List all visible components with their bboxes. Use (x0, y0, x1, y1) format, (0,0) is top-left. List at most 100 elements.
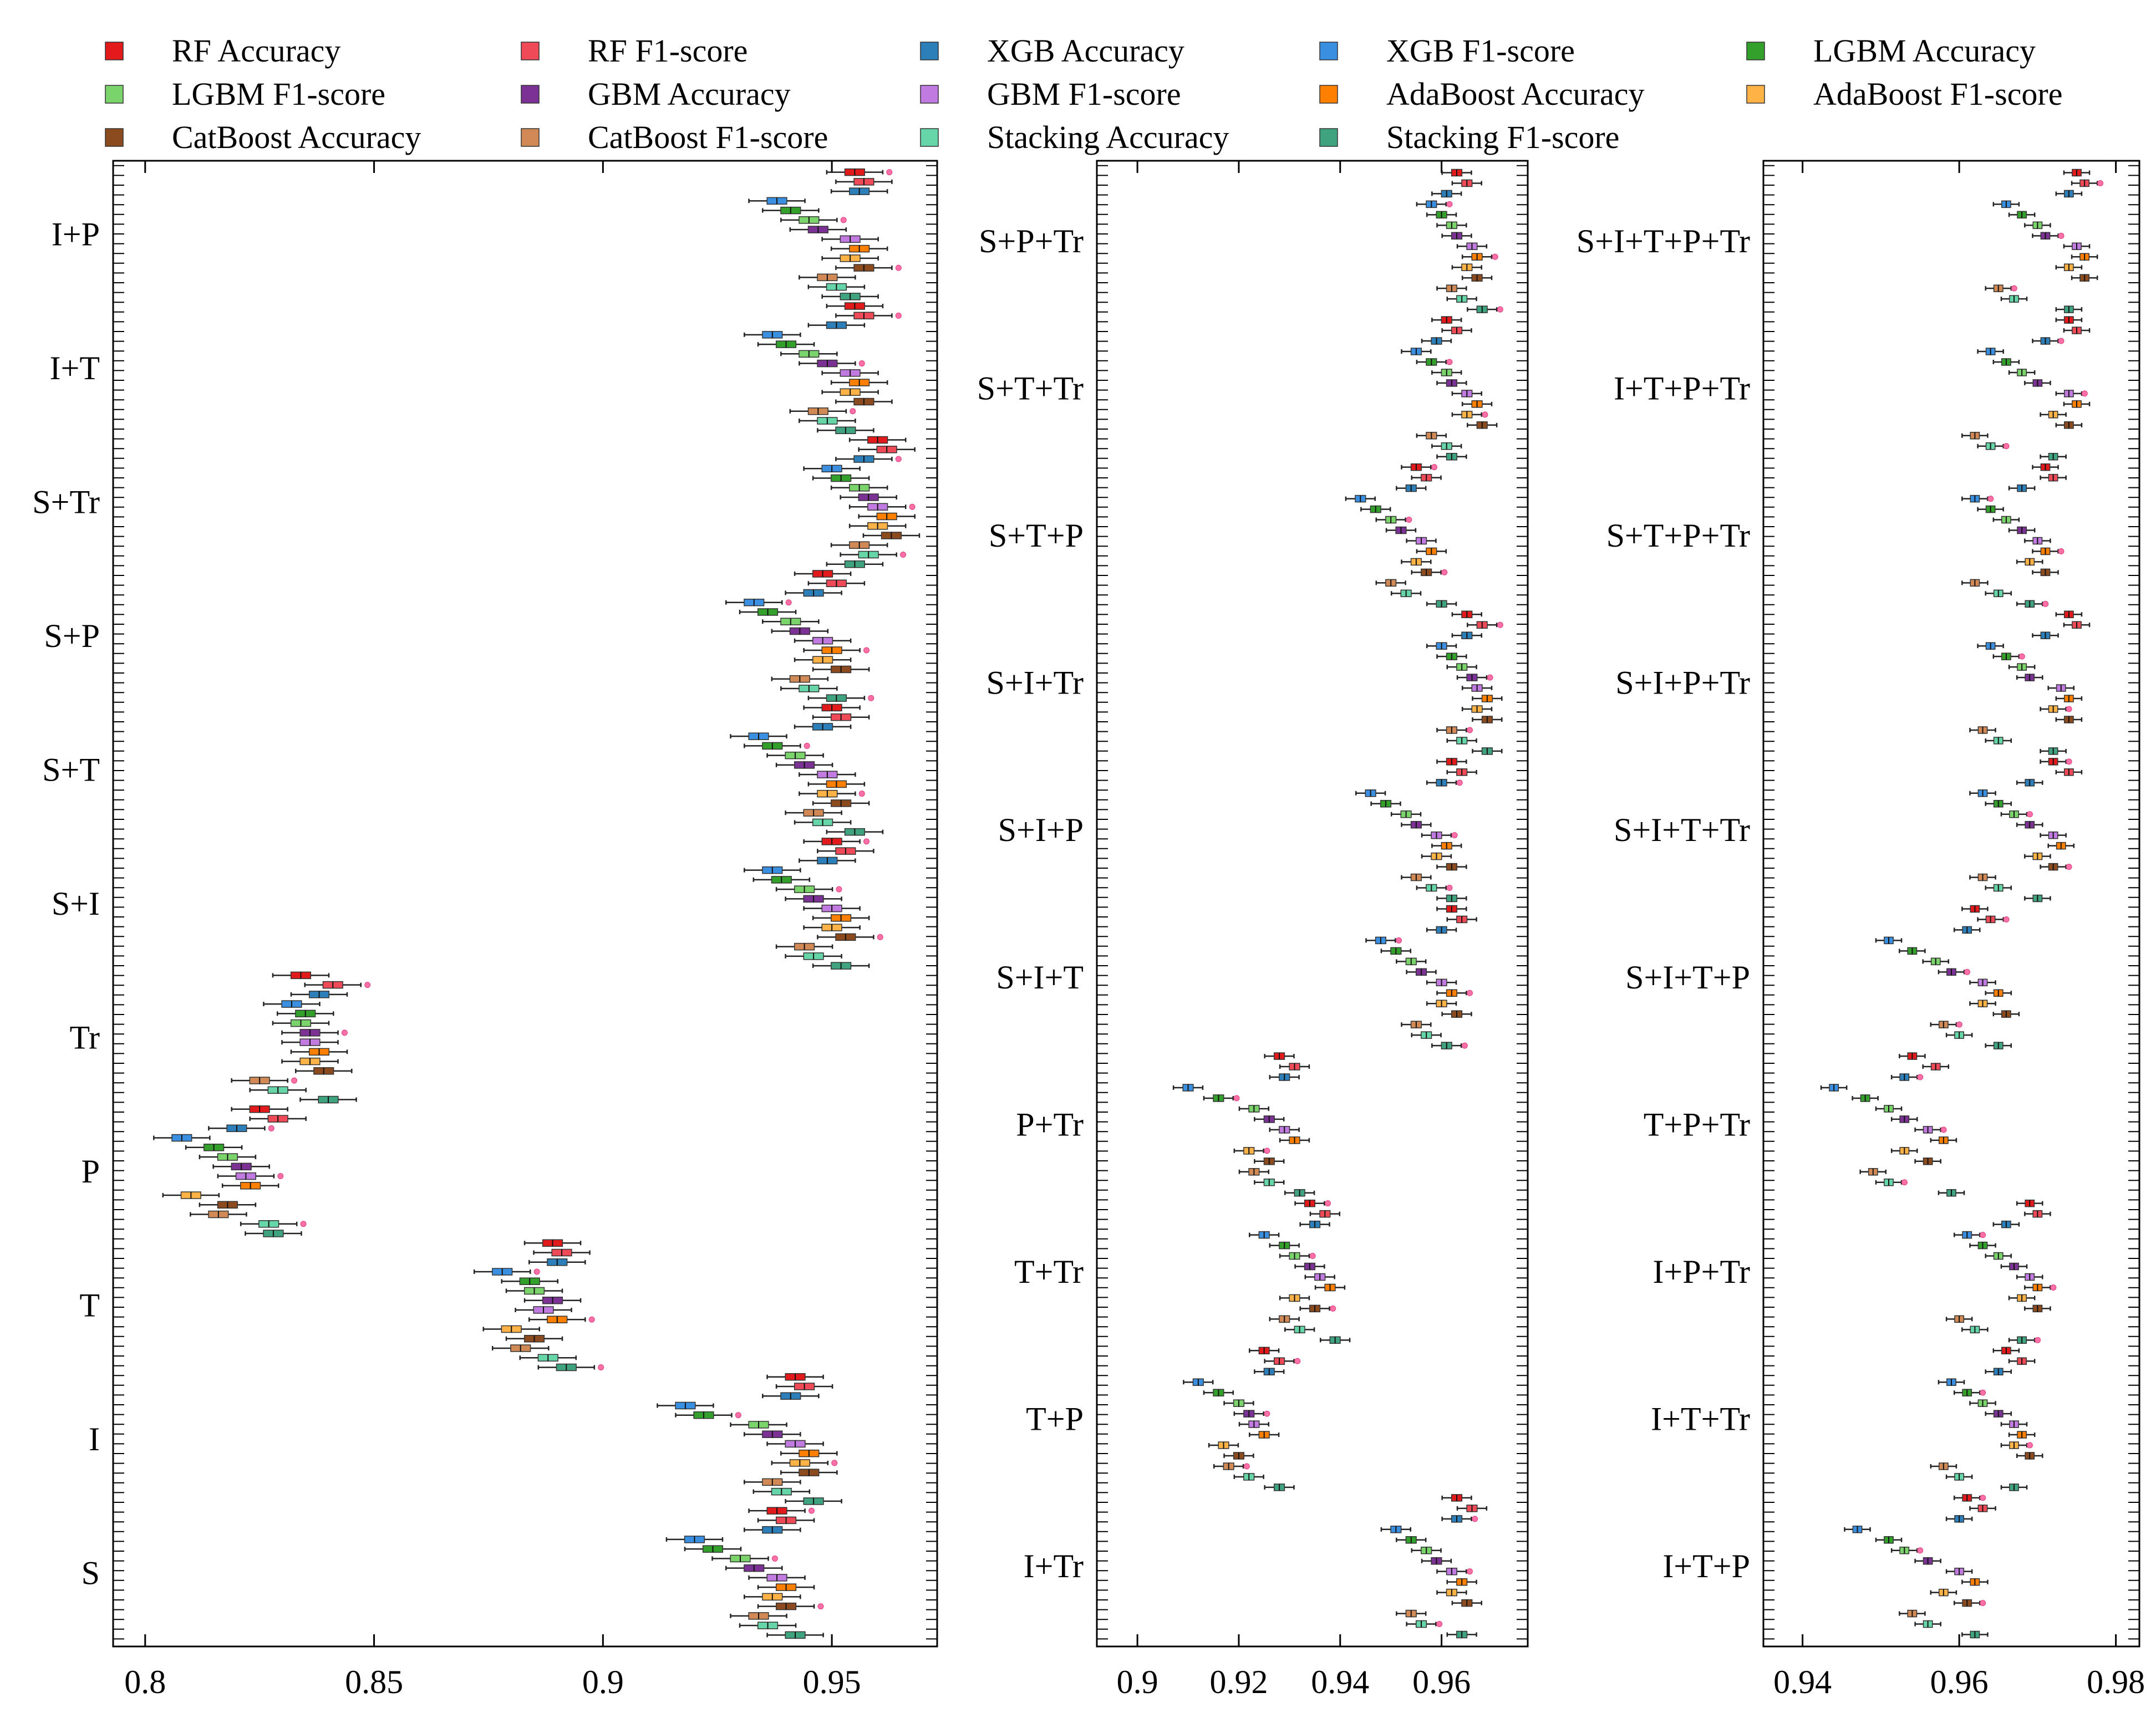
legend: RF Accuracy RF F1-score XGB Accuracy XGB F1… (105, 33, 2062, 155)
legend-label: GBM Accuracy (588, 76, 791, 112)
box-rf-accuracy (803, 838, 870, 845)
outlier-point (1406, 517, 1412, 523)
outlier-point (2018, 653, 2025, 660)
legend-item: Stacking Accuracy (920, 119, 1229, 155)
box-adaboost-accuracy (2024, 1283, 2057, 1292)
box-stacking-f1-score (785, 1497, 842, 1505)
box-catboost-accuracy (2024, 1304, 2051, 1313)
box-lgbm-f1-score (1223, 1399, 1254, 1407)
outlier-point (277, 1173, 284, 1180)
box-catboost-accuracy (1451, 1599, 1482, 1607)
box-lgbm-f1-score (1875, 1105, 1903, 1113)
outlier-point (808, 1507, 815, 1514)
box-adaboost-accuracy (1416, 547, 1447, 555)
box-catboost-accuracy (2055, 421, 2083, 429)
box-stacking-f1-score (1264, 1483, 1295, 1491)
box-stacking-accuracy (1233, 1473, 1264, 1481)
box-gbm-f1-score (794, 636, 852, 645)
box-gbm-accuracy (2016, 674, 2043, 681)
box-gbm-f1-score (848, 503, 916, 511)
box-catboost-f1-score (1930, 1462, 1957, 1470)
box-adaboost-accuracy (2008, 1431, 2036, 1439)
box-catboost-accuracy (294, 1067, 353, 1075)
box-lgbm-accuracy (1416, 358, 1453, 366)
box-gbm-f1-score (2016, 1273, 2043, 1281)
outlier-point (2035, 1337, 2041, 1343)
box-rf-accuracy (794, 570, 852, 578)
group-label: S+I+Tr (986, 665, 1084, 701)
box-gbm-f1-score (821, 235, 879, 243)
box-xgb-f1-score (1401, 348, 1432, 355)
box-lgbm-accuracy (757, 340, 815, 348)
box-stacking-f1-score (1472, 747, 1503, 755)
outlier-point (341, 1029, 348, 1036)
box-gbm-accuracy (2000, 1262, 2028, 1271)
x-tick-label: 0.9 (582, 1664, 624, 1700)
box-rf-f1-score (757, 1516, 815, 1525)
box-stacking-f1-score (766, 1631, 824, 1639)
box-lgbm-accuracy (675, 1411, 741, 1419)
outlier-point (909, 503, 916, 510)
box-group: S+I+Tr (986, 610, 1503, 755)
box-xgb-accuracy (1451, 631, 1482, 639)
box-stacking-accuracy (1254, 1178, 1285, 1186)
box-stacking-accuracy (799, 417, 856, 425)
legend-swatch (920, 128, 939, 147)
box-gbm-accuracy (1985, 1410, 2012, 1418)
box-xgb-f1-score (744, 331, 801, 339)
group-label: P (82, 1153, 100, 1190)
box-adaboost-accuracy (1248, 1431, 1280, 1439)
box-catboost-accuracy (757, 1602, 824, 1610)
group-label: S+I (52, 885, 100, 922)
box-stacking-accuracy (807, 283, 866, 291)
box-adaboost-f1-score (2008, 1294, 2036, 1302)
box-gbm-f1-score (821, 369, 879, 377)
outlier-point (2026, 1442, 2033, 1449)
box-catboost-f1-score (1396, 1609, 1427, 1618)
box-adaboost-accuracy (1279, 1136, 1310, 1144)
legend-label: LGBM F1-score (172, 76, 385, 112)
box-adaboost-accuracy (807, 780, 866, 788)
box-gbm-f1-score (1456, 242, 1488, 251)
box-stacking-f1-score (1961, 1630, 1989, 1639)
box-lgbm-f1-score (1446, 663, 1477, 671)
group-label: I+T (50, 350, 100, 386)
box-adaboost-f1-score (482, 1325, 541, 1333)
box-catboost-accuracy (1223, 1452, 1254, 1460)
box-catboost-accuracy (1472, 716, 1503, 723)
box-gbm-accuracy (2024, 379, 2051, 387)
box-adaboost-accuracy (1461, 400, 1493, 408)
outlier-point (2050, 1284, 2057, 1291)
legend-item: GBM F1-score (920, 76, 1181, 112)
outlier-point (2058, 338, 2065, 344)
box-xgb-accuracy (785, 589, 842, 597)
box-xgb-f1-score (1426, 642, 1457, 650)
box-gbm-f1-score (2047, 684, 2075, 692)
box-group: S+P+Tr (979, 169, 1503, 313)
box-catboost-accuracy (2071, 274, 2098, 282)
group-label: I+Tr (1024, 1548, 1084, 1584)
panel-3: 0.94 0.96 0.98 S+I+T+P+Tr I+T+P+Tr S+T+P+Tr S+… (1577, 160, 2145, 1700)
x-tick-label: 0.85 (345, 1664, 403, 1700)
box-catboost-accuracy (835, 264, 902, 272)
outlier-point (291, 1077, 298, 1084)
box-catboost-f1-score (1213, 1462, 1250, 1470)
box-lgbm-f1-score (2008, 663, 2036, 671)
box-gbm-f1-score (1426, 978, 1457, 987)
box-catboost-accuracy (1914, 1158, 1941, 1165)
box-adaboost-accuracy (2032, 547, 2065, 555)
outlier-point (1901, 1179, 1908, 1186)
box-lgbm-f1-score (762, 618, 820, 625)
box-xgb-accuracy (799, 856, 856, 865)
box-xgb-f1-score (1345, 494, 1376, 503)
box-stacking-accuracy (1284, 1325, 1315, 1334)
box-adaboost-accuracy (1314, 1283, 1346, 1292)
box-xgb-accuracy (1945, 1515, 1973, 1523)
box-gbm-accuracy (775, 761, 833, 769)
box-stacking-accuracy (1985, 737, 2012, 745)
box-catboost-f1-score (799, 273, 856, 282)
x-tick-label: 0.94 (1311, 1664, 1369, 1700)
box-gbm-f1-score (1451, 390, 1482, 397)
box-stacking-f1-score (245, 1230, 302, 1237)
outlier-point (268, 1125, 274, 1131)
